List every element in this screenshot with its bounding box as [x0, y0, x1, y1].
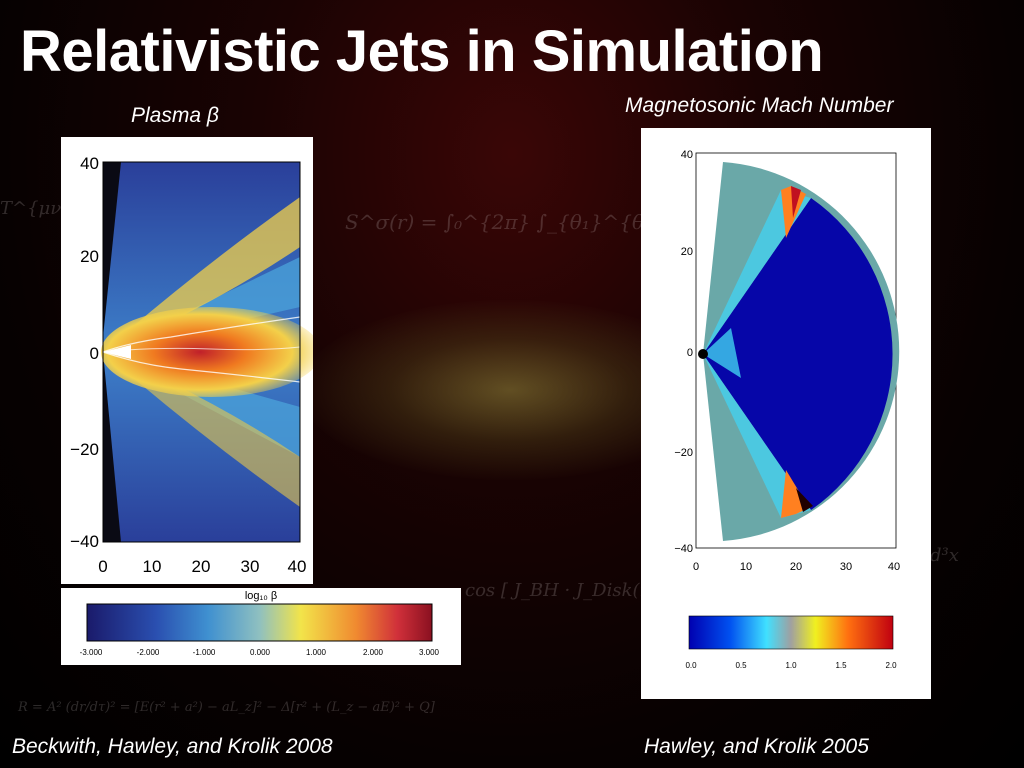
plasma-beta-plot: 40 20 0 −20 −40 0 10 20 30 40	[70, 154, 321, 576]
mach-number-plot: 40 20 0 −20 −40 0 10 20 30 40 0.0 0.5 1.…	[674, 149, 900, 670]
left-citation: Beckwith, Hawley, and Krolik 2008	[12, 735, 333, 758]
right-x-tick: 40	[888, 561, 900, 573]
right-y-tick: 20	[681, 246, 693, 258]
left-colorbar-tick: 2.000	[363, 648, 384, 657]
left-x-tick: 10	[143, 557, 162, 576]
plasma-beta-label: Plasma β	[131, 104, 219, 127]
mach-number-colorbar	[688, 615, 894, 650]
left-y-tick: −40	[70, 532, 99, 551]
background-equation-volume: d³x	[930, 545, 959, 566]
plasma-beta-colorbar: log₁₀ β -3.000 -2.000 -1.000 0.000 1.000…	[80, 590, 440, 657]
right-colorbar-tick: 1.5	[835, 661, 847, 670]
left-colorbar-label: log₁₀ β	[245, 590, 277, 602]
left-x-tick: 40	[288, 557, 307, 576]
slide-title: Relativistic Jets in Simulation	[20, 19, 824, 84]
right-y-tick: −40	[674, 543, 693, 555]
left-y-tick: 0	[90, 344, 99, 363]
plasma-beta-plot-panel: 40 20 0 −20 −40 0 10 20 30 40	[61, 137, 321, 584]
left-x-tick: 30	[241, 557, 260, 576]
left-colorbar-tick: 0.000	[250, 648, 271, 657]
right-y-tick: 0	[687, 347, 693, 359]
right-x-tick: 30	[840, 561, 852, 573]
right-y-tick: −20	[674, 447, 693, 459]
left-colorbar-tick: -2.000	[137, 648, 160, 657]
right-x-tick: 20	[790, 561, 802, 573]
right-y-tick: 40	[681, 149, 693, 161]
plasma-beta-colorbar-panel: log₁₀ β -3.000 -2.000 -1.000 0.000 1.000…	[61, 588, 461, 665]
left-colorbar-tick: -3.000	[80, 648, 103, 657]
right-x-tick: 10	[740, 561, 752, 573]
left-x-tick: 0	[98, 557, 107, 576]
left-x-tick: 20	[192, 557, 211, 576]
left-colorbar-tick: 3.000	[419, 648, 440, 657]
left-colorbar-tick: -1.000	[193, 648, 216, 657]
right-colorbar-tick: 1.0	[785, 661, 797, 670]
left-y-tick: 40	[80, 154, 99, 173]
right-colorbar-tick: 0.5	[735, 661, 747, 670]
right-colorbar-tick: 0.0	[685, 661, 697, 670]
right-x-tick: 0	[693, 561, 699, 573]
left-y-tick: −20	[70, 440, 99, 459]
background-equation-geodesic: R = A² (dr/dτ)² = [E(r² + a²) − aL_z]² −…	[18, 700, 435, 715]
right-colorbar-tick: 2.0	[885, 661, 897, 670]
left-y-tick: 20	[80, 247, 99, 266]
mach-number-label: Magnetosonic Mach Number	[625, 94, 894, 117]
right-citation: Hawley, and Krolik 2005	[644, 735, 869, 758]
left-colorbar-tick: 1.000	[306, 648, 327, 657]
mach-number-plot-panel: 40 20 0 −20 −40 0 10 20 30 40 0.0 0.5 1.…	[641, 128, 931, 699]
